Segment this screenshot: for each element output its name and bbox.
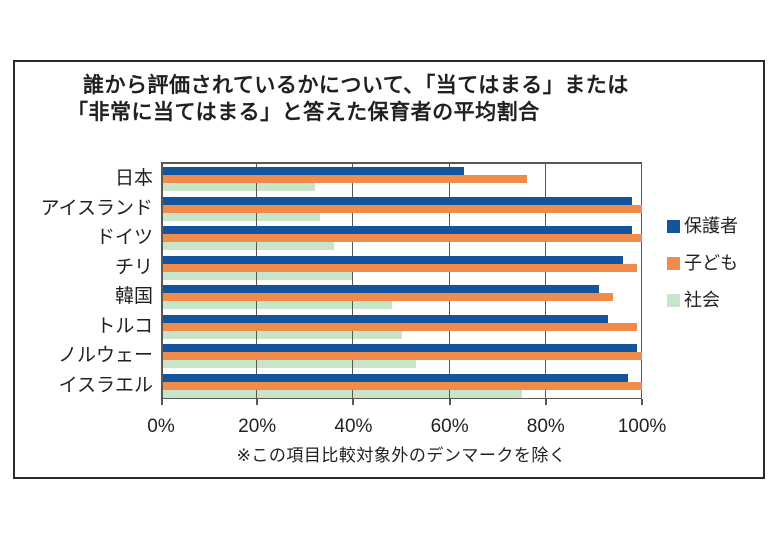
plot-top-border — [161, 162, 642, 164]
x-tick-mark — [448, 399, 451, 405]
legend-label: 子ども — [684, 253, 738, 273]
x-tick-mark — [161, 399, 163, 405]
bar-ドイツ-社会 — [161, 242, 335, 250]
bar-チリ-保護者 — [161, 255, 623, 264]
bar-アイスランド-保護者 — [161, 196, 633, 205]
x-tick-label-60: 60% — [430, 416, 469, 437]
bar-アイスランド-子ども — [161, 204, 642, 213]
bar-ドイツ-保護者 — [161, 226, 633, 234]
gridline-20 — [255, 162, 257, 399]
bar-韓国-保護者 — [161, 285, 599, 293]
bar-チリ-子ども — [161, 263, 638, 272]
y-axis-label-日本: 日本 — [114, 168, 153, 189]
bar-チリ-社会 — [161, 271, 354, 280]
bar-ドイツ-子ども — [161, 234, 642, 242]
legend-label: 社会 — [684, 290, 720, 310]
plot-area — [161, 162, 643, 405]
bar-日本-子ども — [161, 175, 527, 183]
x-tick-label-100: 100% — [617, 416, 667, 437]
footnote: ※この項目比較対象外のデンマークを除く — [236, 446, 567, 465]
chart-title-line1: 誰から評価されているかについて、「当てはまる」または — [83, 74, 629, 97]
legend-item-子ども: 子ども — [667, 254, 738, 272]
x-tick-label-80: 80% — [526, 416, 565, 437]
x-tick-mark — [544, 399, 547, 405]
y-axis-label-チリ: チリ — [114, 256, 153, 278]
bar-ノルウェー-子ども — [161, 352, 642, 360]
y-axis-label-ノルウェー: ノルウェー — [57, 345, 153, 366]
gridline-60 — [448, 162, 450, 399]
legend-swatch-icon — [667, 293, 680, 307]
x-tick-label-0: 0% — [147, 416, 175, 437]
y-axis-label-ドイツ: ドイツ — [95, 227, 153, 248]
legend-swatch-icon — [667, 219, 680, 233]
bar-アイスランド-社会 — [161, 212, 320, 221]
bar-トルコ-社会 — [161, 330, 402, 339]
x-tick-mark — [351, 399, 354, 405]
y-axis-label-韓国: 韓国 — [114, 286, 153, 307]
bar-日本-社会 — [161, 183, 315, 191]
bar-イスラエル-子ども — [161, 381, 642, 390]
bar-イスラエル-保護者 — [161, 373, 628, 382]
y-axis-label-アイスランド: アイスランド — [40, 197, 153, 219]
gridline-100 — [640, 162, 642, 399]
bar-トルコ-保護者 — [161, 314, 609, 323]
bar-韓国-子ども — [161, 293, 614, 301]
y-axis-label-トルコ: トルコ — [96, 315, 153, 337]
legend: 保護者 子ども 社会 — [667, 217, 738, 309]
x-axis-line — [161, 397, 642, 399]
y-axis-label-イスラエル: イスラエル — [58, 374, 153, 396]
gridline-80 — [544, 162, 546, 399]
bar-イスラエル-社会 — [161, 389, 522, 398]
legend-swatch-icon — [667, 256, 680, 270]
x-tick-mark — [640, 399, 643, 405]
x-tick-mark — [255, 399, 258, 405]
bar-ノルウェー-社会 — [161, 360, 416, 368]
chart-title: 誰から評価されているかについて、「当てはまる」または 「非常に当てはまる」と答え… — [67, 72, 707, 126]
y-axis-line — [161, 162, 163, 399]
x-tick-label-40: 40% — [334, 416, 373, 437]
legend-item-社会: 社会 — [667, 291, 738, 309]
bar-韓国-社会 — [161, 301, 392, 309]
bar-日本-保護者 — [161, 167, 464, 175]
legend-label: 保護者 — [684, 216, 738, 236]
legend-item-保護者: 保護者 — [667, 217, 738, 235]
gridline-40 — [351, 162, 353, 399]
bar-トルコ-子ども — [161, 322, 638, 331]
chart-title-line2: 「非常に当てはまる」と答えた保育者の平均割合 — [67, 101, 540, 124]
bar-ノルウェー-保護者 — [161, 344, 638, 352]
x-tick-label-20: 20% — [238, 416, 277, 437]
